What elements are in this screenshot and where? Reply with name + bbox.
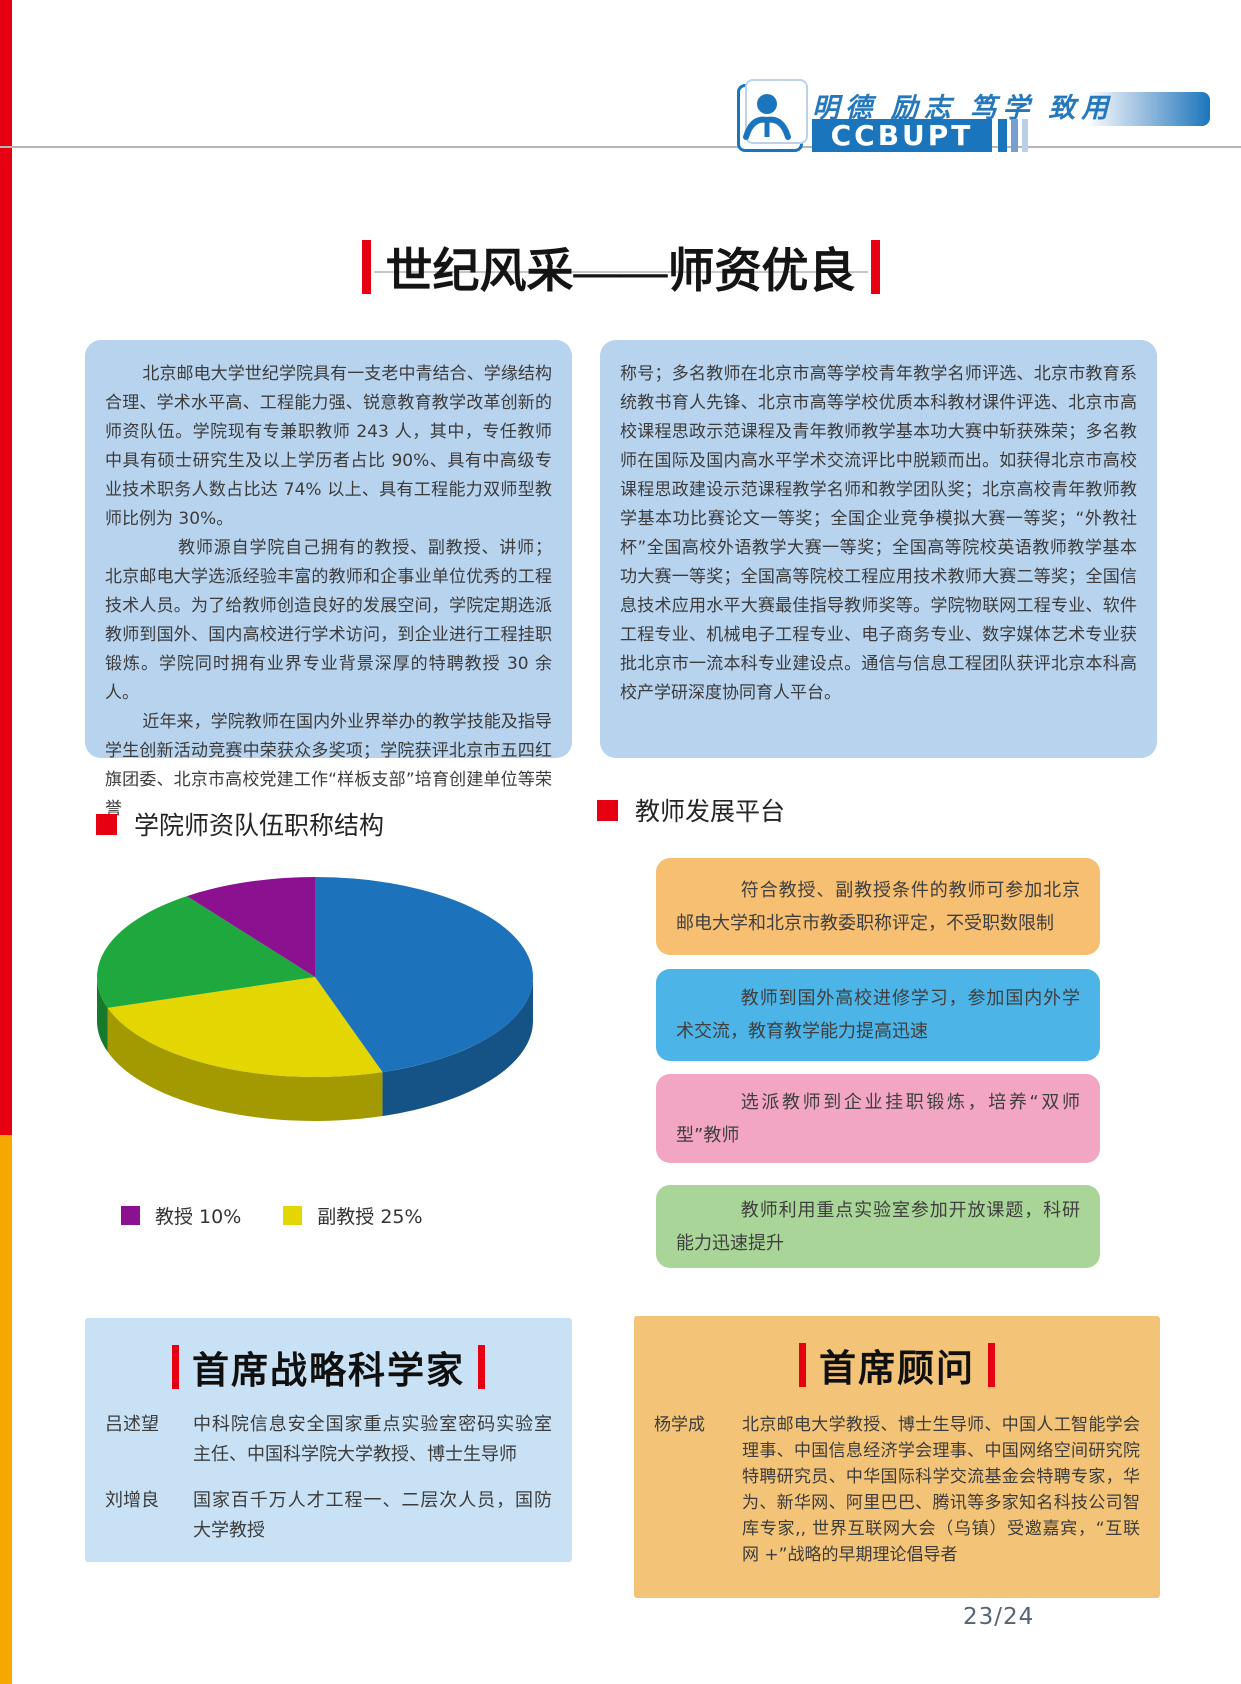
intro-text-block-left: 北京邮电大学世纪学院具有一支老中青结合、学缘结构合理、学术水平高、工程能力强、锐… (85, 340, 572, 819)
intro-paragraph: 近年来，学院教师在国内外业界举办的教学技能及指导学生创新活动竞赛中荣获众多奖项；… (105, 712, 552, 819)
platform-box-text: 选派教师到企业挂职锻炼，培养“双师型”教师 (676, 1091, 1080, 1146)
title-red-bar-right (870, 239, 880, 294)
advisor-name: 杨学成 (654, 1415, 705, 1435)
intro-paragraph: 北京邮电大学世纪学院具有一支老中青结合、学缘结构合理、学术水平高、工程能力强、锐… (105, 364, 552, 529)
page-title: 世纪风采——师资优良 (373, 232, 868, 301)
red-square-bullet (96, 813, 117, 835)
chief-scientists-title-row: 首席战略科学家 (85, 1340, 572, 1394)
section-heading-platform: 教师发展平台 (597, 792, 785, 828)
platform-box-text: 教师到国外高校进修学习，参加国内外学术交流，教育教学能力提高迅速 (676, 988, 1080, 1042)
platform-box-lab: 教师利用重点实验室参加开放课题，科研能力迅速提升 (656, 1185, 1100, 1268)
header-divider-line (0, 146, 1241, 148)
advisor-description: 北京邮电大学教授、博士生导师、中国人工智能学会理事、中国信息经济学会理事、中国网… (742, 1415, 1140, 1565)
scientist-description: 中科院信息安全国家重点实验室密码实验室主任、中国科学院大学教授、博士生导师 (193, 1414, 552, 1465)
scientist-entry: 刘增良 国家百千万人才工程一、二层次人员，国防大学教授 (85, 1486, 572, 1546)
legend-swatch-associate-professor (283, 1206, 303, 1225)
ccbupt-wordmark: CCBUPT (812, 119, 992, 152)
header-gradient-bar (1086, 92, 1210, 126)
left-edge-orange-bar (0, 1135, 12, 1684)
scientist-name: 吕述望 (105, 1414, 159, 1435)
page-title-row: 世纪风采——师资优良 (0, 232, 1241, 301)
platform-box-enterprise: 选派教师到企业挂职锻炼，培养“双师型”教师 (656, 1074, 1100, 1163)
red-square-bullet (597, 799, 618, 821)
college-logo (737, 79, 808, 152)
person-icon (740, 94, 794, 147)
title-red-bar-left (172, 1345, 179, 1389)
wordmark-accent-bars (998, 119, 1028, 152)
section-heading-structure: 学院师资队伍职称结构 (96, 806, 384, 842)
chief-advisor-title-row: 首席顾问 (634, 1338, 1160, 1392)
chief-scientists-box: 首席战略科学家 吕述望 中科院信息安全国家重点实验室密码实验室主任、中国科学院大… (85, 1318, 572, 1562)
scientist-name: 刘增良 (105, 1490, 159, 1511)
advisor-entry: 杨学成 北京邮电大学教授、博士生导师、中国人工智能学会理事、中国信息经济学会理事… (634, 1412, 1160, 1568)
title-red-bar-left (361, 239, 371, 294)
chief-scientists-title: 首席战略科学家 (192, 1351, 465, 1392)
intro-paragraph: 称号；多名教师在北京市高等学校青年教学名师评选、北京市教育系统教书育人先锋、北京… (620, 364, 1137, 703)
scientist-entry: 吕述望 中科院信息安全国家重点实验室密码实验室主任、中国科学院大学教授、博士生导… (85, 1410, 572, 1470)
legend-swatch-professor (121, 1206, 140, 1225)
platform-box-titles: 符合教授、副教授条件的教师可参加北京邮电大学和北京市教委职称评定，不受职数限制 (656, 858, 1100, 955)
intro-text-block-right: 称号；多名教师在北京市高等学校青年教学名师评选、北京市教育系统教书育人先锋、北京… (600, 340, 1157, 758)
chief-advisor-title: 首席顾问 (819, 1349, 975, 1390)
pie-chart (70, 835, 570, 1165)
pie-legend: 教授 10% 副教授 25% (121, 1202, 423, 1229)
title-red-bar-left (799, 1343, 806, 1387)
title-red-bar-right (988, 1343, 995, 1387)
page-number: 23/24 (963, 1604, 1035, 1630)
left-edge-red-bar (0, 0, 12, 1135)
section-heading-label: 学院师资队伍职称结构 (134, 811, 385, 840)
scientist-description: 国家百千万人才工程一、二层次人员，国防大学教授 (193, 1490, 552, 1541)
platform-box-text: 符合教授、副教授条件的教师可参加北京邮电大学和北京市教委职称评定，不受职数限制 (676, 879, 1080, 934)
legend-item: 教授 10% (121, 1202, 241, 1229)
legend-item: 副教授 25% (283, 1202, 423, 1229)
legend-label: 副教授 25% (317, 1206, 423, 1228)
platform-box-study-abroad: 教师到国外高校进修学习，参加国内外学术交流，教育教学能力提高迅速 (656, 969, 1100, 1061)
college-motto: 明德 励志 笃学 致用 (812, 93, 1115, 123)
legend-label: 教授 10% (155, 1206, 242, 1228)
section-heading-label: 教师发展平台 (635, 797, 786, 826)
chief-advisor-box: 首席顾问 杨学成 北京邮电大学教授、博士生导师、中国人工智能学会理事、中国信息经… (634, 1316, 1160, 1598)
title-red-bar-right (478, 1345, 485, 1389)
platform-box-text: 教师利用重点实验室参加开放课题，科研能力迅速提升 (676, 1199, 1080, 1254)
intro-paragraph: 教师源自学院自己拥有的教授、副教授、讲师；北京邮电大学选派经验丰富的教师和企事业… (105, 538, 552, 703)
